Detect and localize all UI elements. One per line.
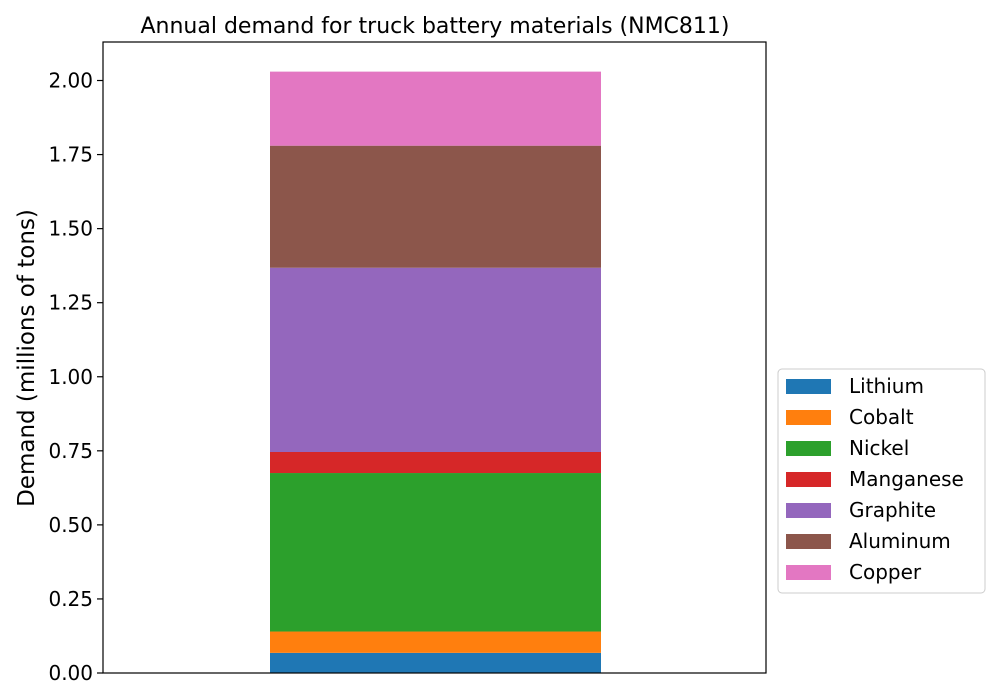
y-axis-ticks: 0.00 0.25 0.50 0.75 1.00 1.25 1.50 1.75 2.00 — [48, 69, 103, 685]
legend-label-graphite: Graphite — [849, 498, 936, 522]
y-axis-label: Demand (millions of tons) — [14, 209, 40, 507]
y-tick-label: 1.75 — [48, 143, 93, 167]
chart-title: Annual demand for truck battery material… — [141, 14, 730, 39]
legend-label-lithium: Lithium — [849, 374, 924, 398]
bar-segment-manganese — [270, 452, 601, 474]
bar-segment-nickel — [270, 473, 601, 632]
bar-segment-aluminum — [270, 145, 601, 268]
legend-swatch-aluminum — [786, 534, 831, 549]
legend-swatch-manganese — [786, 472, 831, 487]
y-tick-label: 1.50 — [48, 217, 93, 241]
legend: Lithium Cobalt Nickel Manganese Graphite Alum… — [777, 368, 986, 594]
plot-area-frame — [102, 41, 767, 674]
legend-label-copper: Copper — [849, 560, 922, 584]
y-tick-label: 0.25 — [48, 587, 93, 611]
y-tick-label: 0.50 — [48, 513, 93, 537]
y-tick-label: 0.75 — [48, 439, 93, 463]
y-tick-label: 0.00 — [48, 661, 93, 685]
legend-swatch-graphite — [786, 503, 831, 518]
legend-label-manganese: Manganese — [849, 467, 964, 491]
y-tick-label: 1.25 — [48, 291, 93, 315]
legend-swatch-copper — [786, 565, 831, 580]
legend-label-aluminum: Aluminum — [849, 529, 951, 553]
legend-swatch-nickel — [786, 441, 831, 456]
legend-label-nickel: Nickel — [849, 436, 909, 460]
bar-segment-copper — [270, 71, 601, 146]
bar-segments — [270, 71, 601, 673]
bar-segment-lithium — [270, 652, 601, 673]
y-tick-label: 2.00 — [48, 69, 93, 93]
bar-segment-graphite — [270, 267, 601, 453]
legend-swatch-cobalt — [786, 410, 831, 425]
legend-label-cobalt: Cobalt — [849, 405, 914, 429]
legend-swatch-lithium — [786, 379, 831, 394]
bar-segment-cobalt — [270, 631, 601, 653]
y-tick-label: 1.00 — [48, 365, 93, 389]
